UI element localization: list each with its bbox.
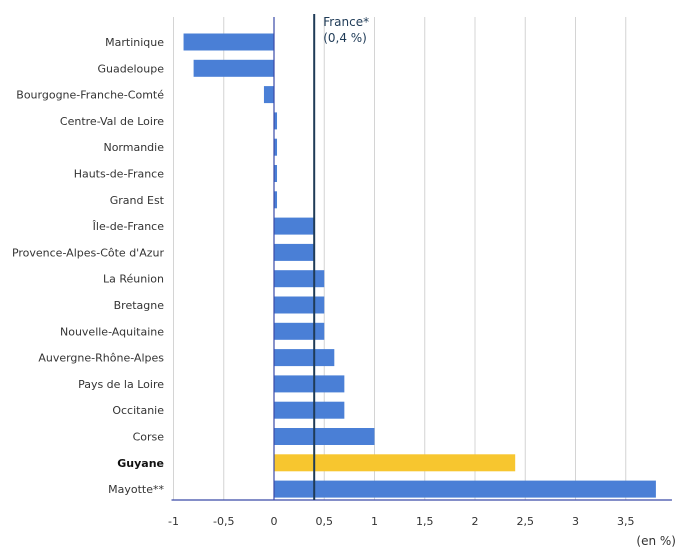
gridlines xyxy=(173,17,627,500)
category-label: Île-de-France xyxy=(92,220,165,233)
x-tick-label: 1,5 xyxy=(416,515,434,528)
category-label: Guadeloupe xyxy=(98,62,165,75)
category-label: Corse xyxy=(133,431,165,444)
bar xyxy=(274,191,278,209)
x-tick-label: 2 xyxy=(472,515,479,528)
x-tick-label: 3,5 xyxy=(617,515,635,528)
bar xyxy=(274,401,345,419)
category-label: Auvergne-Rhône-Alpes xyxy=(38,352,164,365)
x-tick-label: 0 xyxy=(271,515,278,528)
category-label: Provence-Alpes-Côte d'Azur xyxy=(12,246,165,259)
reference-label: France* xyxy=(323,15,369,29)
category-label: Hauts-de-France xyxy=(74,168,165,181)
category-label: Pays de la Loire xyxy=(78,378,164,391)
category-label: Bourgogne-Franche-Comté xyxy=(16,89,164,102)
category-label: Bretagne xyxy=(114,299,165,312)
france-reference: France* (0,4 %) xyxy=(313,14,369,500)
bar xyxy=(274,112,278,130)
bar xyxy=(193,59,274,77)
x-tick-label: 3 xyxy=(572,515,579,528)
unit-label: (en %) xyxy=(636,534,676,548)
bar xyxy=(274,296,325,314)
bar xyxy=(263,86,274,104)
category-label: Martinique xyxy=(105,36,164,49)
category-label: La Réunion xyxy=(103,273,164,286)
category-label: Occitanie xyxy=(112,404,164,417)
x-tick-label: -0,5 xyxy=(213,515,234,528)
x-tick-label: 0,5 xyxy=(316,515,334,528)
bar xyxy=(274,243,315,261)
category-label: Centre-Val de Loire xyxy=(60,115,164,128)
x-tick-label: -1 xyxy=(168,515,179,528)
bar xyxy=(274,217,315,235)
x-tick-label: 2,5 xyxy=(517,515,535,528)
category-label: Guyane xyxy=(117,457,164,470)
category-label: Normandie xyxy=(103,141,164,154)
category-label: Grand Est xyxy=(110,194,165,207)
x-tick-labels: -1 -0,5 0 0,5 1 1,5 2 2,5 3 3,5 xyxy=(168,515,634,528)
category-label: Nouvelle-Aquitaine xyxy=(60,325,164,338)
bar xyxy=(183,33,274,51)
x-tick-label: 1 xyxy=(371,515,378,528)
bar xyxy=(274,375,345,393)
reference-value-label: (0,4 %) xyxy=(323,31,367,45)
bar xyxy=(274,349,335,367)
bar xyxy=(274,138,278,156)
bar xyxy=(274,322,325,340)
axes xyxy=(171,17,672,501)
category-label: Mayotte** xyxy=(108,483,164,496)
bar xyxy=(274,270,325,288)
bar xyxy=(274,428,375,445)
bar xyxy=(274,480,656,498)
bar xyxy=(274,165,278,182)
bar xyxy=(274,454,516,472)
bars xyxy=(183,33,656,498)
category-labels: Martinique Guadeloupe Bourgogne-Franche-Co… xyxy=(12,36,165,496)
